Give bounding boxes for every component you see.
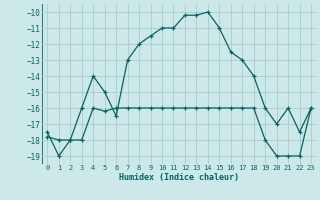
X-axis label: Humidex (Indice chaleur): Humidex (Indice chaleur) — [119, 173, 239, 182]
